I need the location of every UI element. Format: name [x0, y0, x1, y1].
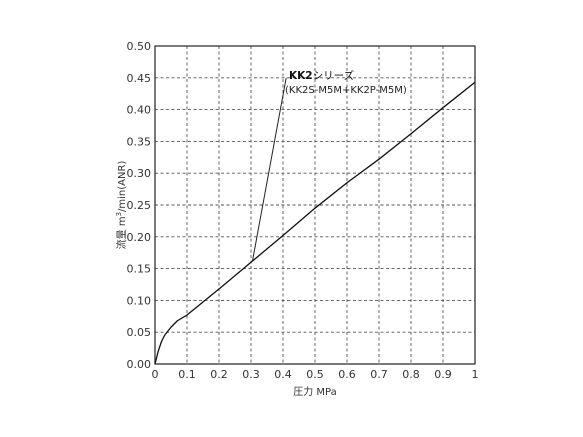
y-tick-label: 0.35	[127, 135, 152, 148]
x-tick-label: 0.2	[210, 368, 228, 381]
grid-lines	[155, 46, 475, 364]
y-axis-title-prefix: 流量 m	[115, 216, 128, 249]
y-tick-label: 0.45	[127, 72, 152, 85]
y-tick-label: 0.50	[127, 40, 152, 53]
x-tick-label: 0.9	[434, 368, 452, 381]
annotation: KK2シリーズ (KK2S-M5M+KK2P-M5M)	[252, 69, 407, 261]
y-tick-label: 0.30	[127, 167, 152, 180]
x-tick-label: 0.7	[370, 368, 388, 381]
y-tick-label: 0.20	[127, 231, 152, 244]
y-axis-ticks: 0.00 0.05 0.10 0.15 0.20 0.25 0.30 0.35 0.40 0.45…	[127, 40, 152, 371]
annotation-title-bold: KK2	[289, 70, 313, 82]
x-tick-label: 0.8	[402, 368, 420, 381]
y-tick-label: 0.10	[127, 294, 152, 307]
y-tick-label: 0.25	[127, 199, 152, 212]
plot-frame	[154, 45, 476, 365]
y-tick-label: 0.05	[127, 326, 152, 339]
y-axis-title: 流量 m3/min(ANR)	[115, 161, 128, 250]
annotation-pointer-line	[252, 77, 287, 261]
series-layer	[154, 81, 476, 365]
x-tick-label: 1	[472, 368, 479, 381]
x-tick-label: 0.6	[338, 368, 356, 381]
annotation-title-rest: シリーズ	[313, 69, 354, 82]
x-tick-label: 0	[152, 368, 159, 381]
annotation-subtitle: (KK2S-M5M+KK2P-M5M)	[285, 85, 407, 96]
y-tick-label: 0.00	[127, 358, 152, 371]
x-tick-label: 0.5	[306, 368, 324, 381]
x-axis-title: 圧力 MPa	[293, 385, 337, 398]
y-tick-label: 0.15	[127, 263, 152, 276]
annotation-title: KK2シリーズ	[289, 69, 354, 82]
x-tick-label: 0.1	[178, 368, 196, 381]
x-tick-label: 0.3	[242, 368, 260, 381]
x-tick-label: 0.4	[274, 368, 292, 381]
y-axis-title-sup: 3	[115, 212, 123, 216]
y-axis-title-suffix: /min(ANR)	[117, 161, 128, 212]
x-axis-ticks: 0 0.1 0.2 0.3 0.4 0.5 0.6 0.7 0.8 0.9 1	[152, 368, 479, 381]
series-line	[154, 81, 476, 365]
y-tick-label: 0.40	[127, 104, 152, 117]
